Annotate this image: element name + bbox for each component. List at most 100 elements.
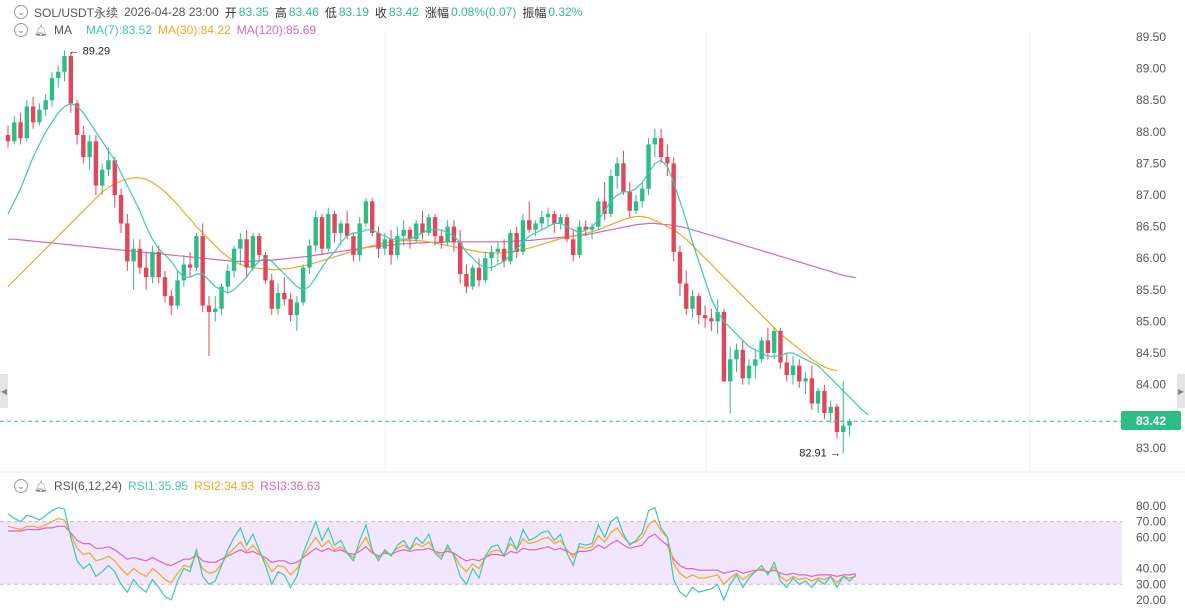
ma-legend: ⌄ 🔔︎ MA MA(7):83.52 MA(30):84.22 MA(120)… [14,22,322,38]
ma30-legend: MA(30):84.22 [158,23,231,37]
chevron-down-icon[interactable]: ⌄ [14,479,28,493]
chevron-down-icon[interactable]: ⌄ [14,23,28,37]
candle-body [62,55,67,72]
bell-icon[interactable]: 🔔︎ [34,480,48,493]
ma7-line [7,102,869,416]
candle-body [577,226,582,256]
y-tick-label: 85.00 [1136,314,1166,328]
candle-body [533,223,538,230]
candle-body [37,109,42,123]
candle-body [728,359,733,382]
open-value: 83.35 [238,5,269,19]
candle-body [420,223,425,233]
candle-body [514,232,519,252]
rsi1-line [7,506,857,602]
rsi2-line [7,517,856,586]
candle-body [43,100,48,110]
open-label: 开 [224,5,237,20]
close-value: 83.42 [388,5,419,19]
candle-body [771,330,777,353]
candle-body [527,220,532,230]
candle-body [81,134,86,158]
candle-body [162,277,168,297]
candle-body [118,195,124,224]
candle-body [370,201,375,233]
candle-body [583,226,588,230]
rsi-tick-label: 80.00 [1136,499,1166,513]
candle-body [332,213,337,233]
candle-body [508,232,513,262]
ma30-line [7,177,838,372]
candle-body [621,163,626,192]
candle-body [709,318,714,322]
candle-body [464,274,469,287]
candle-body [495,248,501,252]
candle-body [87,141,92,158]
candle-body [476,267,482,281]
min-price-label: 82.91 → [799,447,841,459]
candle-body [181,264,187,281]
candle-body [784,362,789,376]
candle-body [282,292,287,300]
candle-body [125,223,130,262]
candle-body [596,201,601,227]
candle-datetime: 2026-04-28 23:00 [124,5,219,19]
candle-body [68,55,73,104]
candle-body [552,213,557,224]
candle-body [357,223,362,256]
ma-label: MA [53,23,72,37]
candle-body [483,258,488,281]
candle-body [18,122,23,139]
candle-body [100,169,105,186]
candle-body [589,226,595,230]
candle-body [263,255,268,281]
last-price-tag: 83.42 [1121,411,1181,430]
candle-body [759,340,764,360]
candle-body [571,239,576,256]
candle-body [677,251,683,284]
candle-body [269,280,274,309]
caret-left-icon[interactable]: ◀ [0,374,8,408]
y-tick-label: 86.50 [1136,220,1166,234]
candle-body [319,217,325,249]
rsi-tick-label: 70.00 [1136,515,1166,529]
high-value: 83.46 [288,5,319,19]
candle-body [382,239,387,249]
rsi-legend: ⌄ 🔔︎ RSI(6,12,24) RSI1:35.95 RSI2:34.93 … [14,478,326,494]
candle-body [200,236,205,306]
candle-body [778,330,783,363]
candle-body [24,106,30,139]
candle-body [250,236,256,268]
y-tick-label: 89.50 [1136,30,1166,44]
candle-body [640,188,645,202]
candle-body [646,144,651,189]
caret-right-icon[interactable]: ▶ [1177,374,1185,408]
candle-body [665,157,670,164]
rsi-tick-label: 40.00 [1136,562,1166,576]
rsi-label: RSI(6,12,24) [53,479,123,493]
candle-body [338,223,344,233]
candle-body [225,270,230,287]
candle-body [169,296,174,306]
candle-body [194,236,199,268]
candle-body [520,220,526,252]
candle-body [489,251,494,259]
ohlc-legend: ⌄ SOL/USDT永续 2026-04-28 23:00 开 83.35 高 … [14,4,588,20]
candle-body [93,141,99,186]
bell-icon[interactable]: 🔔︎ [34,24,48,37]
candle-body [388,239,394,256]
candle-body [652,138,658,145]
candle-body [395,236,400,256]
candle-body [5,134,11,142]
chevron-down-icon[interactable]: ⌄ [14,5,28,19]
rsi1-legend: RSI1:35.95 [128,479,189,493]
y-tick-label: 87.50 [1136,156,1166,170]
candle-body [765,340,771,353]
y-tick-label: 86.00 [1136,251,1166,265]
rsi-tick-label: 30.00 [1136,577,1166,591]
candle-body [451,226,457,243]
candle-body [445,226,450,243]
candle-body [841,425,846,432]
y-tick-label: 87.00 [1136,188,1166,202]
